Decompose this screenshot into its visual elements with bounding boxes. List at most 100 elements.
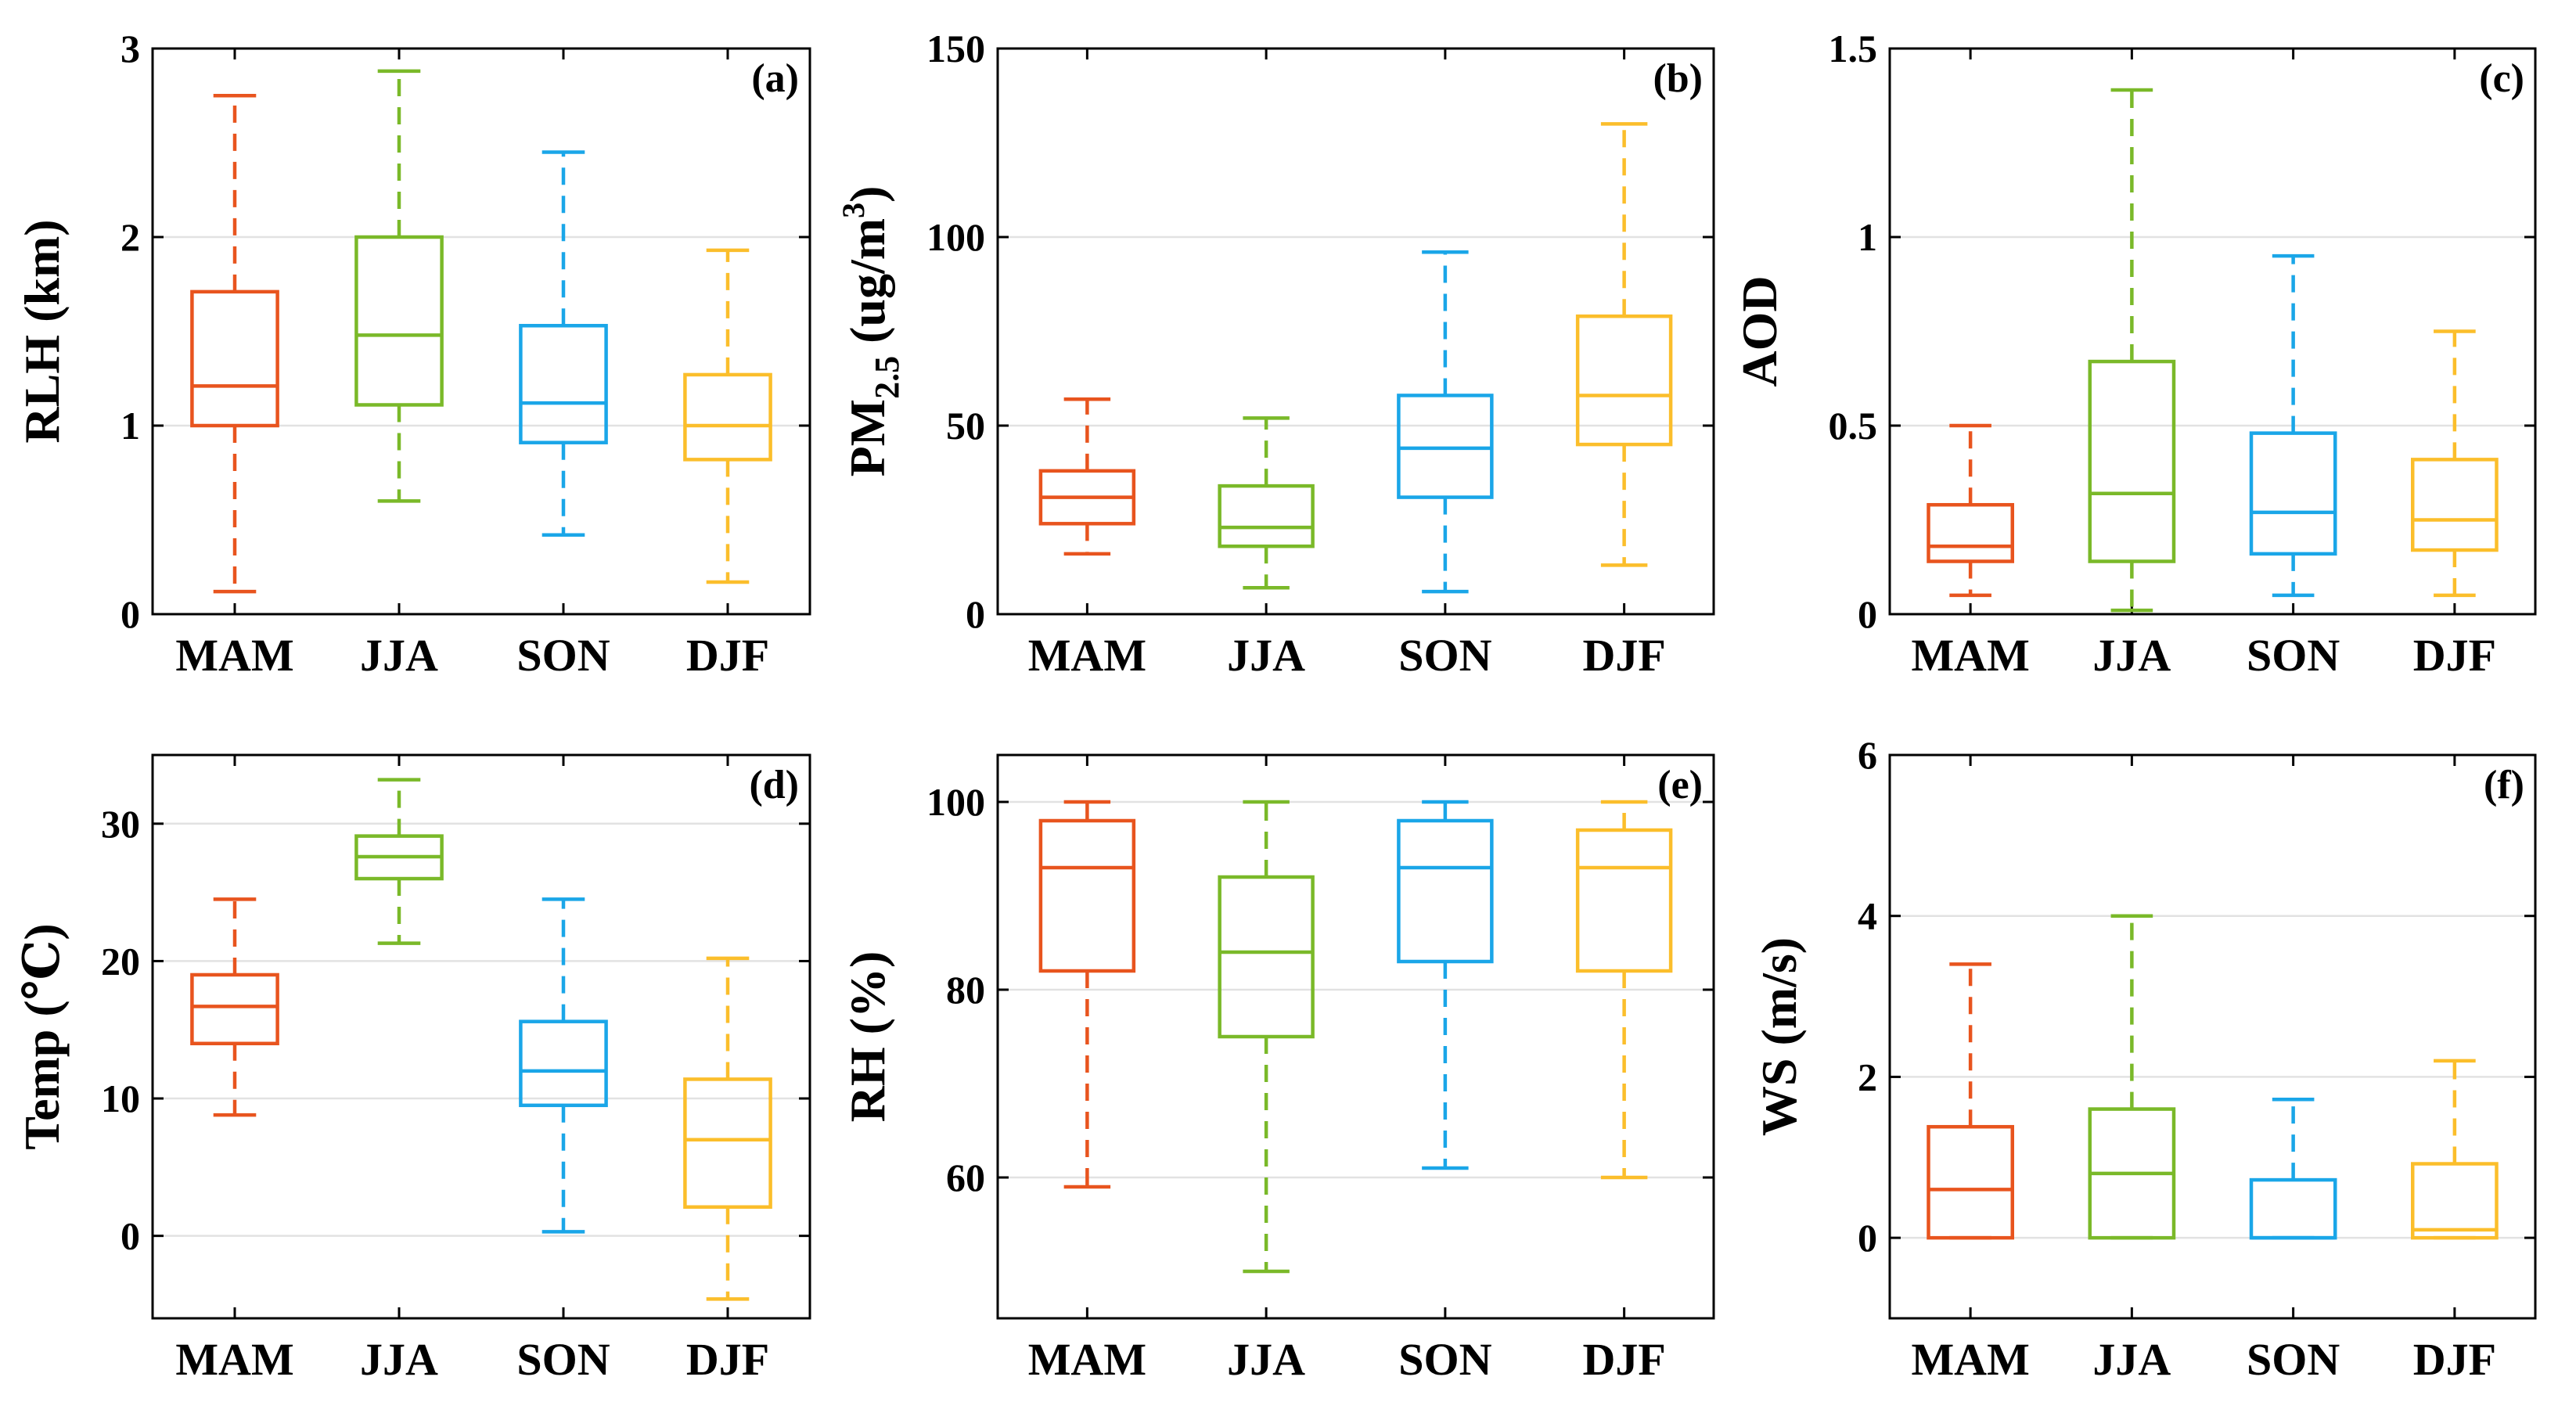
box-djf [2411, 1059, 2499, 1240]
y-tick-label: 10 [101, 1077, 140, 1120]
iqr-box [1218, 484, 1315, 548]
iqr-box [1575, 314, 1673, 447]
iqr-box [1575, 828, 1673, 973]
panel-a: 0 1 2 3 MAM JJA SON DJF (a) RLH (km) [14, 27, 811, 681]
panel-label: (c) [2479, 56, 2524, 101]
x-category-label: SON [1398, 630, 1491, 681]
panel-label: (f) [2484, 763, 2524, 807]
box-son [1397, 250, 1494, 594]
axes-frame [996, 753, 1715, 1320]
box-djf [1575, 122, 1673, 567]
box-mam [1038, 800, 1136, 1189]
x-category-label: SON [1398, 1334, 1491, 1385]
y-tick-label: 0 [1858, 592, 1877, 636]
x-category-label: JJA [2092, 1334, 2171, 1385]
iqr-box [2249, 431, 2337, 556]
box-jja [354, 69, 444, 503]
x-category-label: SON [2247, 1334, 2340, 1385]
panel-label: (d) [749, 763, 799, 807]
iqr-box [683, 1077, 772, 1210]
iqr-box [1927, 1124, 2014, 1240]
y-tick-label: 50 [946, 404, 985, 448]
box-mam [190, 897, 279, 1117]
y-tick-label: 3 [121, 27, 140, 70]
y-axis-title: RLH (km) [14, 219, 70, 443]
y-tick-label: 60 [946, 1156, 985, 1199]
panel-f: 0 2 4 6 MAM JJA SON DJF (f) WS (m/s) [1751, 733, 2537, 1385]
iqr-box [1038, 818, 1136, 973]
iqr-box [354, 235, 444, 407]
x-category-label: JJA [360, 1334, 438, 1385]
panel-label: (e) [1657, 763, 1703, 807]
x-category-label: JJA [2092, 630, 2171, 681]
x-category-label: DJF [2413, 630, 2496, 681]
y-axis-title: AOD [1732, 275, 1787, 386]
box-jja [1218, 800, 1315, 1274]
iqr-box [2088, 359, 2176, 563]
box-mam [190, 94, 279, 594]
y-tick-label: 0 [1858, 1216, 1877, 1260]
iqr-box [2411, 1162, 2499, 1240]
iqr-box [190, 289, 279, 428]
x-category-label: DJF [686, 630, 769, 681]
x-category-label: MAM [1911, 630, 2029, 681]
box-son [519, 897, 608, 1234]
y-tick-label: 1.5 [1829, 27, 1878, 70]
x-category-label: JJA [360, 630, 438, 681]
x-category-label: SON [2247, 630, 2340, 681]
y-axis-title: WS (m/s) [1751, 937, 1807, 1136]
box-son [2249, 1097, 2337, 1240]
x-category-label: MAM [175, 630, 293, 681]
x-category-label: MAM [175, 1334, 293, 1385]
box-son [1397, 800, 1494, 1170]
iqr-box [1397, 394, 1494, 499]
x-category-label: DJF [1582, 1334, 1665, 1385]
panel-d: 0 10 20 30 MAM JJA SON DJF (d) Temp (℃) [14, 753, 811, 1385]
x-category-label: DJF [686, 1334, 769, 1385]
y-tick-label: 0.5 [1829, 404, 1878, 448]
y-tick-label: 4 [1858, 894, 1877, 938]
y-axis-title: Temp (℃) [14, 923, 70, 1149]
iqr-box [190, 972, 279, 1046]
y-tick-label: 150 [926, 27, 985, 70]
iqr-box [519, 1019, 608, 1108]
y-tick-label: 0 [121, 592, 140, 636]
iqr-box [1927, 502, 2014, 563]
axes-frame [151, 47, 811, 616]
x-category-label: MAM [1028, 630, 1146, 681]
box-djf [683, 956, 772, 1301]
x-category-label: SON [516, 1334, 610, 1385]
box-jja [2088, 88, 2176, 613]
y-axis-title: PM2.5 (ug/m3) [836, 186, 906, 477]
y-tick-label: 20 [101, 939, 140, 983]
y-tick-label: 2 [121, 215, 140, 259]
panel-label: (a) [751, 56, 799, 101]
x-category-label: DJF [1582, 630, 1665, 681]
y-tick-label: 0 [966, 592, 985, 636]
x-category-label: JJA [1227, 1334, 1305, 1385]
y-tick-label: 30 [101, 802, 140, 846]
axes-frame [1888, 753, 2537, 1320]
x-category-label: MAM [1028, 1334, 1146, 1385]
box-son [2249, 253, 2337, 598]
box-djf [1575, 800, 1673, 1180]
x-category-label: DJF [2413, 1334, 2496, 1385]
x-category-label: JJA [1227, 630, 1305, 681]
x-category-label: SON [516, 630, 610, 681]
y-tick-label: 2 [1858, 1055, 1877, 1098]
box-djf [683, 248, 772, 584]
box-mam [1927, 962, 2014, 1240]
y-tick-label: 100 [926, 215, 985, 259]
panel-b: 0 50 100 150 MAM JJA SON DJF (b) PM2.5 (ug/m3) [836, 27, 1715, 681]
box-djf [2411, 329, 2499, 598]
y-tick-label: 80 [946, 968, 985, 1012]
box-mam [1038, 397, 1136, 556]
y-tick-label: 100 [926, 780, 985, 824]
x-category-label: MAM [1911, 1334, 2029, 1385]
iqr-box [2249, 1177, 2337, 1240]
y-tick-label: 1 [121, 404, 140, 448]
iqr-box [683, 372, 772, 462]
y-axis-title: RH (%) [840, 951, 895, 1123]
y-tick-label: 1 [1858, 215, 1877, 259]
